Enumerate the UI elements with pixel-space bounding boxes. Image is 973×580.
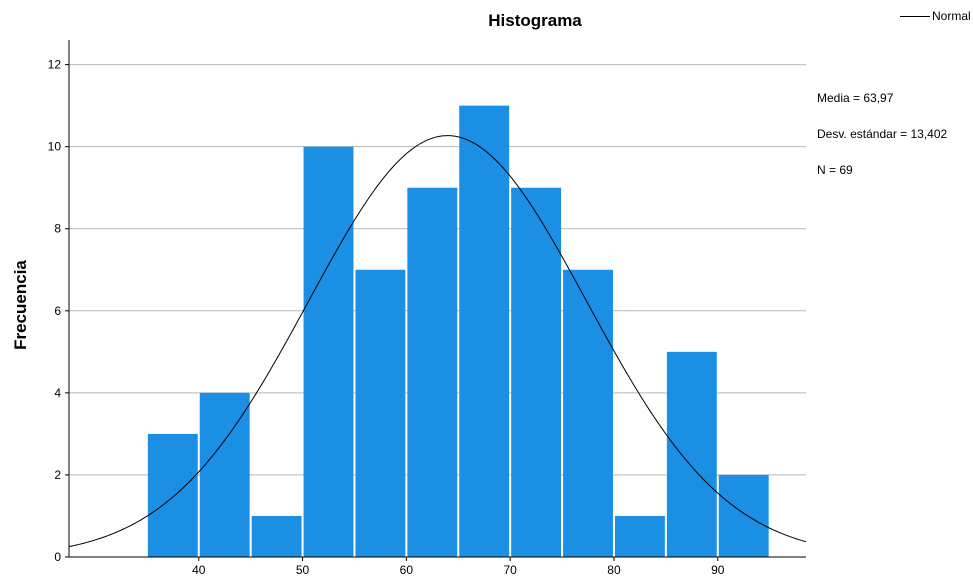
bar-6 (459, 105, 510, 558)
y-tick-labels: 0 2 4 6 8 10 12 (48, 58, 69, 564)
axes (68, 40, 806, 558)
bar-2 (251, 515, 302, 557)
stat-sd: Desv. estándar = 13,402 (817, 127, 948, 141)
stats-box: Media = 63,97 Desv. estándar = 13,402 N … (817, 68, 947, 188)
y-tick-label-1: 2 (54, 468, 61, 482)
bar-9 (614, 515, 665, 557)
stat-n: N = 69 (817, 163, 853, 177)
bar-1 (199, 392, 250, 557)
y-tick-label-2: 4 (54, 386, 61, 400)
legend: Normal (900, 9, 971, 23)
stat-mean: Media = 63,97 (817, 91, 894, 105)
x-tick-label-5: 90 (711, 563, 725, 577)
x-tick-label-2: 60 (400, 563, 414, 577)
x-tick-label-1: 50 (296, 563, 310, 577)
bar-11 (718, 474, 769, 557)
y-axis-label: Frecuencia (11, 260, 30, 350)
legend-swatch-normal (900, 15, 930, 17)
x-tick-label-0: 40 (192, 563, 206, 577)
bar-8 (563, 269, 613, 557)
bar-7 (511, 187, 562, 557)
x-tick-labels: 40 50 60 70 80 90 (192, 557, 725, 577)
normal-curve (68, 135, 807, 548)
legend-label-normal: Normal (932, 9, 971, 23)
y-tick-label-4: 8 (54, 222, 61, 236)
y-tick-label-0: 0 (54, 550, 61, 564)
bar-4 (355, 269, 406, 557)
y-tick-label-6: 12 (48, 58, 62, 72)
bar-10 (666, 351, 717, 557)
x-tick-label-4: 80 (607, 563, 621, 577)
bar-0 (147, 433, 198, 557)
bar-3 (303, 146, 354, 557)
x-tick-label-3: 70 (503, 563, 517, 577)
y-tick-label-3: 6 (54, 304, 61, 318)
bar-5 (407, 187, 458, 557)
bars-group (147, 105, 769, 558)
y-tick-label-5: 10 (48, 140, 62, 154)
chart-title: Histograma (488, 11, 582, 30)
